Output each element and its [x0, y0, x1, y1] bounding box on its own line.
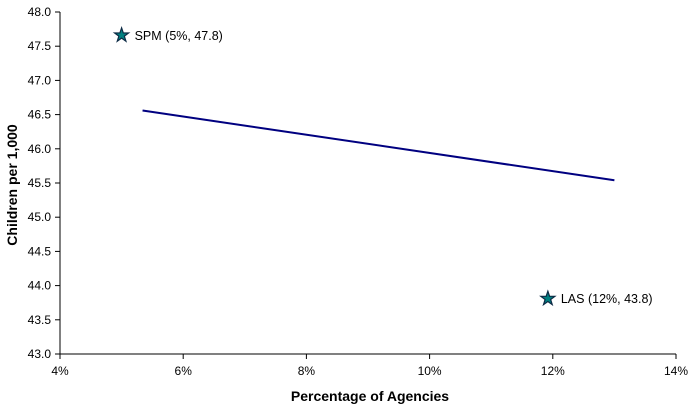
x-tick-label: 12% — [541, 364, 565, 378]
y-axis-title: Children per 1,000 — [4, 124, 20, 246]
y-tick-label: 45.5 — [28, 176, 52, 190]
x-tick-label: 14% — [664, 364, 688, 378]
point-label-las: LAS (12%, 43.8) — [561, 292, 653, 306]
plot-area: 48.0 47.5 47.0 46.5 46.0 45.5 45.0 44.5 44.0 43.5… — [28, 5, 689, 378]
y-tick-label: 46.0 — [28, 142, 52, 156]
x-tick-label: 10% — [418, 364, 442, 378]
y-tick-label: 44.5 — [28, 244, 52, 258]
point-label-spm: SPM (5%, 47.8) — [135, 29, 223, 43]
y-tick-label: 44.0 — [28, 279, 52, 293]
y-tick-label: 48.0 — [28, 5, 52, 19]
star-marker-spm — [112, 25, 131, 43]
x-tick-label: 6% — [175, 364, 193, 378]
x-tick-label: 8% — [298, 364, 316, 378]
y-tick-label: 43.5 — [28, 313, 52, 327]
y-tick-label: 47.0 — [28, 73, 52, 87]
y-tick-label: 46.5 — [28, 108, 52, 122]
trend-line — [142, 109, 615, 182]
x-tick-label: 4% — [51, 364, 69, 378]
y-tick-label: 45.0 — [28, 210, 52, 224]
y-tick-label: 43.0 — [28, 347, 52, 361]
y-tick-label: 47.5 — [28, 39, 52, 53]
star-marker-las — [539, 289, 557, 307]
x-axis-title: Percentage of Agencies — [291, 388, 449, 404]
